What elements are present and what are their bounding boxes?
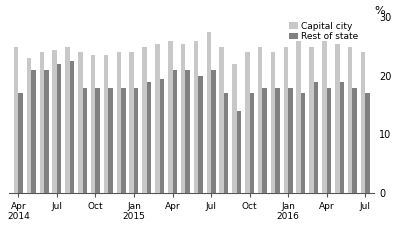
- Bar: [237, 111, 241, 193]
- Bar: [301, 94, 305, 193]
- Bar: [314, 82, 318, 193]
- Bar: [31, 70, 36, 193]
- Bar: [335, 44, 339, 193]
- Text: %: %: [374, 5, 385, 15]
- Bar: [65, 47, 70, 193]
- Bar: [78, 52, 83, 193]
- Bar: [40, 52, 44, 193]
- Bar: [327, 88, 331, 193]
- Bar: [339, 82, 344, 193]
- Bar: [57, 64, 62, 193]
- Bar: [258, 47, 262, 193]
- Bar: [198, 76, 203, 193]
- Bar: [206, 32, 211, 193]
- Bar: [275, 88, 280, 193]
- Bar: [250, 94, 254, 193]
- Bar: [108, 88, 113, 193]
- Bar: [155, 44, 160, 193]
- Bar: [185, 70, 190, 193]
- Bar: [211, 70, 216, 193]
- Bar: [142, 47, 147, 193]
- Bar: [348, 47, 353, 193]
- Bar: [309, 47, 314, 193]
- Bar: [134, 88, 139, 193]
- Bar: [361, 52, 365, 193]
- Bar: [288, 88, 293, 193]
- Bar: [224, 94, 228, 193]
- Bar: [168, 41, 173, 193]
- Bar: [18, 94, 23, 193]
- Bar: [220, 47, 224, 193]
- Bar: [245, 52, 250, 193]
- Bar: [181, 44, 185, 193]
- Bar: [271, 52, 275, 193]
- Bar: [147, 82, 151, 193]
- Bar: [52, 49, 57, 193]
- Bar: [232, 64, 237, 193]
- Bar: [70, 61, 74, 193]
- Bar: [27, 58, 31, 193]
- Bar: [14, 47, 18, 193]
- Bar: [365, 94, 370, 193]
- Bar: [194, 41, 198, 193]
- Bar: [129, 52, 134, 193]
- Bar: [91, 55, 95, 193]
- Legend: Capital city, Rest of state: Capital city, Rest of state: [289, 22, 359, 41]
- Bar: [104, 55, 108, 193]
- Bar: [95, 88, 100, 193]
- Bar: [353, 88, 357, 193]
- Bar: [44, 70, 48, 193]
- Bar: [322, 41, 327, 193]
- Bar: [117, 52, 121, 193]
- Bar: [121, 88, 125, 193]
- Bar: [160, 79, 164, 193]
- Bar: [262, 88, 267, 193]
- Bar: [283, 47, 288, 193]
- Bar: [173, 70, 177, 193]
- Bar: [297, 41, 301, 193]
- Bar: [83, 88, 87, 193]
